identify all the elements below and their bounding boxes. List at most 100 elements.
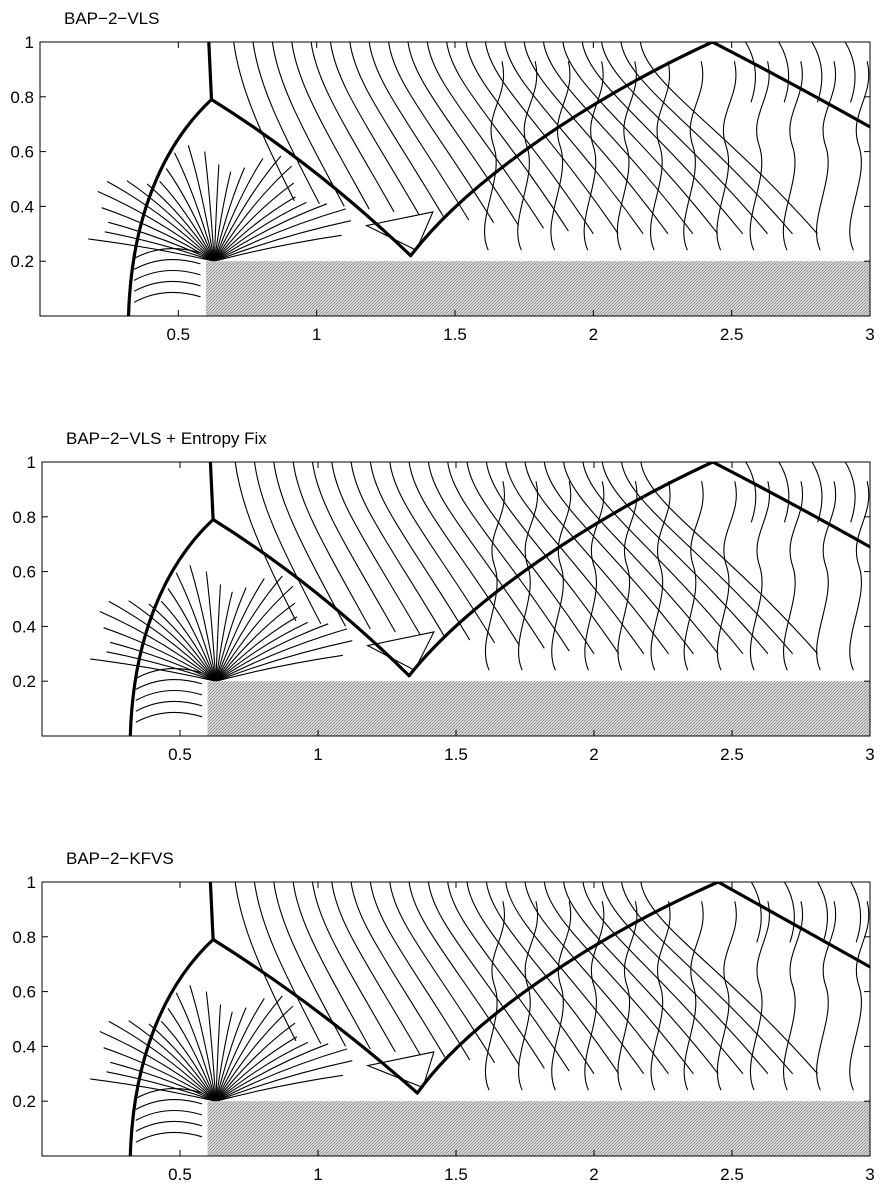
contour-line [562, 42, 719, 235]
contour-line [108, 221, 215, 262]
contour-line [234, 882, 297, 1042]
contour-line [365, 1051, 435, 1089]
contour-line [135, 1088, 203, 1099]
contour-line [108, 1020, 217, 1102]
contour-line [133, 270, 201, 281]
contour-line [214, 234, 342, 262]
contour-line [101, 207, 215, 262]
chart-panel-3: BAP−2−KFVS 0.5 1 1.5 2 2.5 3 0.2 0.4 0.6 0.8 1 [12, 849, 874, 1184]
contour-line [817, 882, 828, 943]
contour-line [110, 641, 217, 682]
contour-line [135, 679, 203, 690]
contour-line [213, 167, 246, 262]
y-tick-label: 0.6 [12, 983, 36, 1002]
contour-line [215, 1074, 343, 1102]
contour-line [215, 591, 233, 682]
contour-line [745, 42, 756, 103]
contour-line [601, 42, 769, 235]
contour-line [816, 901, 837, 1091]
contour-line [215, 1022, 296, 1102]
x-tick-label: 1 [313, 1165, 322, 1184]
y-tick-label: 1 [27, 873, 36, 892]
contour-line [584, 901, 605, 1091]
mach-stem [208, 462, 215, 522]
x-tick-label: 1 [312, 325, 321, 344]
contour-line [215, 616, 298, 682]
contour-line [388, 42, 495, 224]
contour-line [617, 901, 638, 1091]
second-reflected-shock [710, 42, 870, 129]
contour-line [133, 280, 201, 292]
bow-shock [128, 937, 215, 1156]
y-tick-label: 0.2 [12, 1092, 36, 1111]
contour-line [108, 600, 217, 682]
contour-line [135, 1099, 203, 1110]
contour-line [175, 572, 217, 682]
contour-line [160, 1020, 217, 1102]
contour-line [542, 42, 694, 235]
contour-line [215, 1041, 309, 1102]
contour-line [543, 882, 694, 1075]
plot-area [88, 42, 870, 316]
contour-line [90, 658, 217, 682]
x-tick-label: 2.5 [720, 1165, 744, 1184]
contour-line [128, 600, 217, 682]
contour-line [750, 882, 762, 943]
contour-line [446, 42, 569, 232]
contour-line [167, 1008, 217, 1102]
contour-line [849, 61, 870, 251]
step-obstacle [207, 1101, 870, 1156]
y-tick-label: 0.2 [10, 252, 34, 271]
incident-shock [209, 97, 413, 258]
contour-line [517, 901, 538, 1091]
step-obstacle [207, 681, 870, 736]
second-reflected-shock [711, 462, 870, 549]
y-tick-label: 0.8 [12, 508, 36, 527]
contour-line [584, 481, 605, 671]
contour-line [311, 882, 396, 1053]
contour-line [484, 481, 505, 671]
contour-line [485, 462, 620, 655]
contour-line [106, 180, 215, 262]
contour-line [291, 42, 370, 210]
contour-line [331, 462, 421, 635]
contour-line [683, 901, 704, 1091]
contour-line [581, 42, 744, 235]
y-tick-label: 0.2 [12, 672, 36, 691]
contour-line [133, 259, 201, 270]
contour-line [483, 61, 504, 251]
chart-title: BAP−2−VLS + Entropy Fix [66, 429, 267, 448]
contour-line [811, 462, 823, 523]
chart-title: BAP−2−VLS [64, 9, 159, 28]
contour-line [505, 882, 645, 1075]
x-tick-label: 2 [589, 325, 598, 344]
contour-line [816, 481, 837, 671]
x-tick-label: 1.5 [444, 1165, 468, 1184]
contour-line [563, 462, 719, 655]
contour-line [466, 882, 595, 1075]
contour-line [389, 882, 496, 1064]
contour-line [187, 145, 215, 262]
contour-line [485, 882, 620, 1075]
contour-line [366, 631, 435, 671]
incident-shock [211, 937, 419, 1095]
contour-line [103, 627, 217, 682]
contour-line [215, 1060, 353, 1102]
contour-line [213, 196, 296, 262]
contour-line [135, 1120, 203, 1132]
contour-line [783, 882, 795, 943]
contour-line [133, 291, 201, 303]
contour-line [582, 882, 744, 1075]
contour-line [524, 882, 669, 1075]
contour-line [133, 248, 201, 259]
y-tick-label: 0.8 [12, 928, 36, 947]
contour-line [408, 462, 520, 646]
contour-line [126, 180, 215, 262]
contour-line [447, 882, 570, 1072]
contour-line [215, 995, 283, 1102]
contour-line [844, 42, 856, 103]
contour-line [106, 651, 217, 682]
x-tick-label: 1 [313, 745, 322, 764]
second-reflected-shock [716, 882, 870, 969]
